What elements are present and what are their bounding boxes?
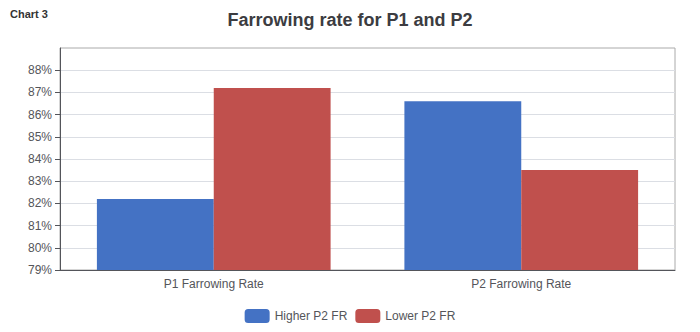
svg-text:87%: 87% <box>28 85 52 99</box>
svg-text:Farrowing rate for P1 and P2: Farrowing rate for P1 and P2 <box>227 10 472 30</box>
svg-text:Chart 3: Chart 3 <box>10 8 48 20</box>
svg-text:P1 Farrowing Rate: P1 Farrowing Rate <box>164 277 264 291</box>
svg-text:81%: 81% <box>28 219 52 233</box>
svg-text:80%: 80% <box>28 241 52 255</box>
svg-text:88%: 88% <box>28 63 52 77</box>
svg-text:P2 Farrowing Rate: P2 Farrowing Rate <box>471 277 571 291</box>
svg-text:82%: 82% <box>28 196 52 210</box>
svg-text:Lower P2 FR: Lower P2 FR <box>385 309 455 323</box>
svg-text:85%: 85% <box>28 130 52 144</box>
svg-text:86%: 86% <box>28 108 52 122</box>
svg-text:84%: 84% <box>28 152 52 166</box>
svg-text:83%: 83% <box>28 174 52 188</box>
svg-text:79%: 79% <box>28 263 52 277</box>
svg-text:Higher P2 FR: Higher P2 FR <box>275 309 348 323</box>
